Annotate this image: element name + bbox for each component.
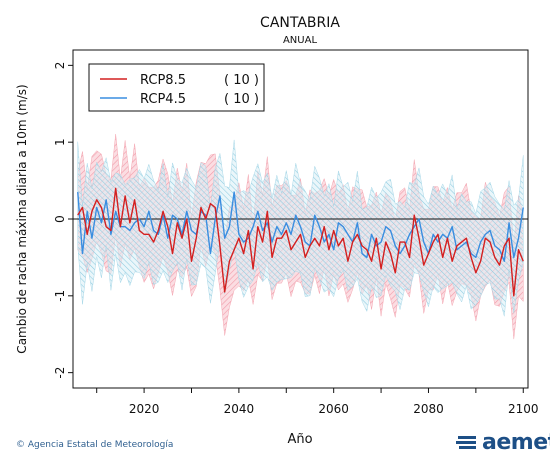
y-axis: -2 -1 0 1 2: [53, 62, 73, 379]
legend-label-rcp45: RCP4.5: [140, 92, 186, 107]
credit-text: Agencia Estatal de Meteorología: [27, 440, 174, 450]
legend-label-rcp85: RCP8.5: [140, 73, 186, 88]
legend-box: [88, 63, 265, 112]
y-tick-label: -2: [53, 367, 67, 379]
y-tick-label: 0: [53, 215, 67, 223]
x-tick-label: 2060: [318, 402, 349, 416]
series-line-rcp85: [77, 187, 524, 297]
credit-footer: © Agencia Estatal de Meteorología: [16, 440, 173, 450]
aemet-logo-icon: [456, 435, 476, 449]
legend-count-rcp45: ( 10 ): [224, 92, 259, 107]
series-line-rcp45: [77, 191, 524, 262]
y-axis-label: Cambio de racha máxima diaria a 10m (m/s…: [15, 84, 29, 353]
x-axis: 2020 2040 2060 2080 2100: [96, 388, 539, 416]
x-tick-label: 2080: [413, 402, 444, 416]
aemet-logo-text: aemet: [482, 430, 550, 455]
series-lines: [77, 187, 524, 297]
x-tick-label: 2040: [224, 402, 255, 416]
x-tick-label: 2020: [129, 402, 160, 416]
chart-title: CANTABRIA: [260, 15, 340, 31]
x-axis-label: Año: [287, 432, 312, 447]
legend-count-rcp85: ( 10 ): [224, 73, 259, 88]
legend: RCP8.5 ( 10 ) RCP4.5 ( 10 ): [88, 63, 265, 112]
aemet-logo: aemet: [456, 430, 550, 455]
y-tick-label: -1: [53, 290, 67, 302]
copyright-icon: ©: [16, 440, 25, 450]
y-tick-label: 1: [53, 138, 67, 146]
y-tick-label: 2: [53, 62, 67, 70]
x-tick-label: 2100: [508, 402, 539, 416]
chart-subtitle: ANUAL: [283, 35, 317, 46]
